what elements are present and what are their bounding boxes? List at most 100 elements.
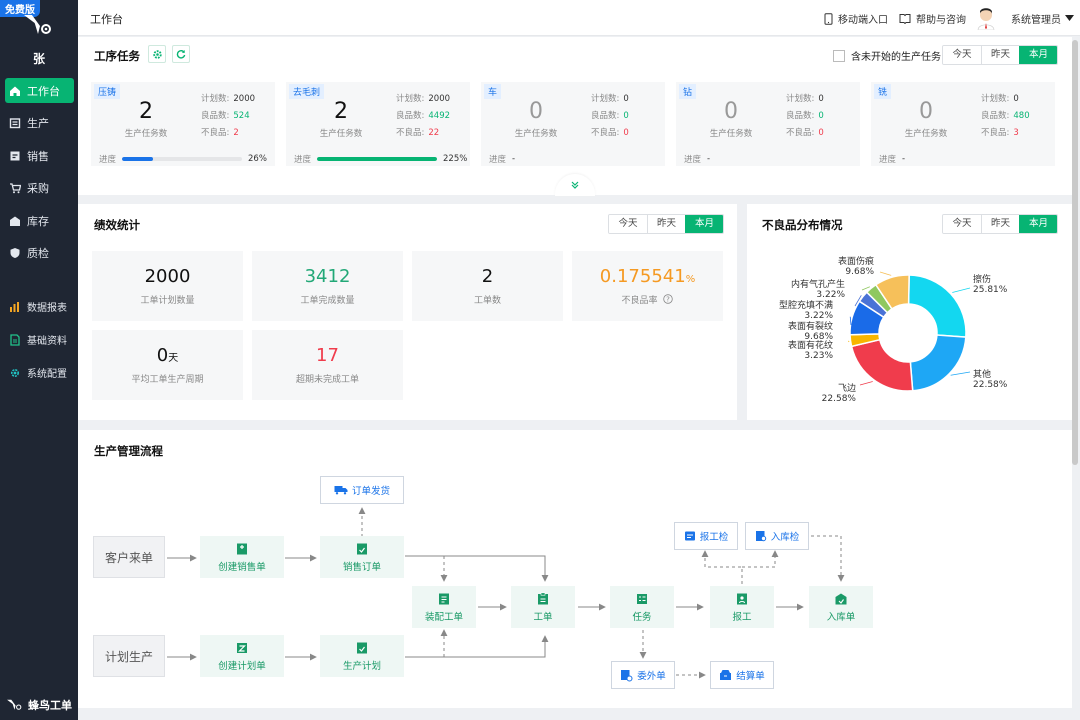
bad-row: 不良品: 22: [396, 128, 440, 138]
donut-slice[interactable]: [850, 338, 914, 392]
book-icon: [899, 14, 911, 24]
good-row: 良品数: 0: [786, 111, 824, 121]
donut-leader-line: [952, 287, 971, 293]
sidebar-item-sales[interactable]: 销售: [5, 143, 74, 168]
task-card-name: 压铸: [94, 84, 121, 99]
task-card-drilling[interactable]: 钻 0 生产任务数 计划数: 0 良品数: 0 不良品: 0 进度 -: [676, 82, 860, 166]
donut-slice-percent: 22.58%: [973, 380, 1008, 390]
progress-row: 进度 -: [684, 154, 711, 165]
plan-row: 计划数: 2000: [396, 94, 451, 104]
flow-report-check[interactable]: 报工检: [674, 522, 738, 550]
sidebar-item-production[interactable]: 生产: [5, 110, 74, 135]
progress-text: -: [707, 154, 711, 164]
mobile-entry-link[interactable]: 移动端入口: [824, 11, 888, 26]
cart-icon: [9, 182, 21, 194]
refresh-button[interactable]: [172, 45, 190, 63]
sidebar-item-purchase[interactable]: 采购: [5, 175, 74, 200]
donut-slice[interactable]: [909, 334, 967, 392]
page-scrollbar[interactable]: [1072, 40, 1078, 465]
sales-order-icon: [357, 543, 367, 554]
flow-outsource-order[interactable]: 委外单: [611, 661, 675, 689]
flow-node-label: 任务: [632, 611, 652, 623]
flow-create-sales-order[interactable]: 创建销售单: [200, 536, 284, 578]
stat-value: 17: [316, 345, 339, 366]
task-count: 0: [724, 99, 738, 124]
edition-badge: 免费版: [0, 0, 40, 17]
sidebar-item-quality[interactable]: 质检: [5, 240, 74, 265]
svg-text:?: ?: [667, 296, 671, 304]
flow-inbound-order[interactable]: 入库单: [809, 586, 873, 628]
user-menu[interactable]: 系统管理员: [975, 6, 1079, 30]
flow-create-plan[interactable]: 创建计划单: [200, 635, 284, 677]
chart-icon: [9, 301, 21, 313]
flow-inbound-check[interactable]: 入库检: [745, 522, 809, 550]
production-plan-icon: [357, 642, 367, 653]
include-unstarted-toggle[interactable]: 含未开始的生产任务: [833, 48, 941, 63]
flow-plan-production[interactable]: 计划生产: [93, 635, 165, 677]
flow-order-shipping[interactable]: 订单发货: [320, 476, 404, 504]
flow-node-label: 生产计划: [342, 660, 381, 672]
outsource-icon: [621, 669, 633, 681]
task-card-turning[interactable]: 车 0 生产任务数 计划数: 0 良品数: 0 不良品: 0 进度 -: [481, 82, 665, 166]
flow-node-label: 装配工单: [424, 611, 463, 623]
flow-node-label: 结算单: [736, 671, 765, 682]
top-header: 工作台 移动端入口 帮助与咨询 系统管理员: [78, 0, 1080, 36]
flow-node-label: 创建计划单: [218, 660, 266, 672]
good-row: 良品数: 524: [201, 111, 250, 121]
progress-fill: [317, 157, 438, 161]
donut-slice-percent: 3.23%: [804, 351, 833, 361]
donut-leader-line: [859, 381, 873, 386]
flow-sales-order[interactable]: 销售订单: [320, 536, 404, 578]
task-settings-button[interactable]: [148, 45, 166, 63]
flow-node-label: 销售订单: [342, 561, 381, 573]
sidebar-item-settings[interactable]: 系统配置: [5, 360, 74, 385]
help-icon[interactable]: ?: [663, 294, 674, 304]
sidebar-item-basic-data[interactable]: 基础资料: [5, 327, 74, 352]
donut-leader-line: [854, 295, 862, 307]
donut-slice[interactable]: [874, 274, 910, 310]
sales-icon: [9, 150, 21, 162]
flow-settlement-order[interactable]: 结算单: [710, 661, 774, 689]
task-card-milling[interactable]: 铣 0 生产任务数 计划数: 0 良品数: 480 不良品: 3 进度 -: [871, 82, 1055, 166]
expand-toggle[interactable]: [555, 174, 595, 196]
create-plan-icon: [237, 642, 247, 653]
range-yesterday[interactable]: 昨天: [647, 215, 685, 233]
range-today[interactable]: 今天: [943, 215, 981, 233]
range-month[interactable]: 本月: [1019, 215, 1057, 233]
task-count-label: 生产任务数: [319, 129, 363, 139]
sidebar-item-workbench[interactable]: 工作台: [5, 78, 74, 103]
include-unstarted-checkbox[interactable]: [833, 49, 845, 62]
task-card-name: 钻: [679, 84, 697, 99]
range-month[interactable]: 本月: [685, 215, 723, 233]
task-card-deburring[interactable]: 去毛刺 2 生产任务数 计划数: 2000 良品数: 4492 不良品: 22 进度 …: [286, 82, 470, 166]
flow-assembly-order[interactable]: 装配工单: [412, 586, 476, 628]
stat-value: 2: [481, 266, 494, 287]
assembly-icon: [439, 593, 449, 604]
sidebar-item-inventory[interactable]: 库存: [5, 208, 74, 233]
flow-node-label: 创建销售单: [218, 561, 266, 573]
create-sales-icon: [237, 543, 247, 554]
task-range-selector: 今天 昨天 本月: [942, 45, 1058, 65]
range-today[interactable]: 今天: [943, 46, 981, 64]
range-yesterday[interactable]: 昨天: [981, 46, 1019, 64]
task-card-die-casting[interactable]: 压铸 2 生产任务数 计划数: 2000 良品数: 524 不良品: 2 进度 26%: [91, 82, 275, 166]
help-link[interactable]: 帮助与咨询: [899, 11, 966, 26]
flow-customer-order[interactable]: 客户来单: [93, 536, 165, 578]
donut-slice-name: 内有气孔产生: [791, 278, 845, 290]
range-yesterday[interactable]: 昨天: [981, 215, 1019, 233]
donut-slice-percent: 22.58%: [822, 394, 857, 404]
sidebar-item-reports[interactable]: 数据报表: [5, 294, 74, 319]
good-value: 4492: [428, 111, 451, 121]
bad-row: 不良品: 0: [786, 128, 824, 138]
donut-slice[interactable]: [907, 274, 967, 338]
flow-production-plan[interactable]: 生产计划: [320, 635, 404, 677]
flow-report-work[interactable]: 报工: [710, 586, 774, 628]
range-today[interactable]: 今天: [609, 215, 647, 233]
plan-value: 0: [623, 94, 629, 104]
panel-title: 生产管理流程: [94, 444, 163, 458]
flow-work-order[interactable]: 工单: [511, 586, 575, 628]
inbound-icon: [835, 593, 847, 604]
range-month[interactable]: 本月: [1019, 46, 1057, 64]
good-value: 0: [623, 111, 629, 121]
flow-task[interactable]: 任务: [610, 586, 674, 628]
